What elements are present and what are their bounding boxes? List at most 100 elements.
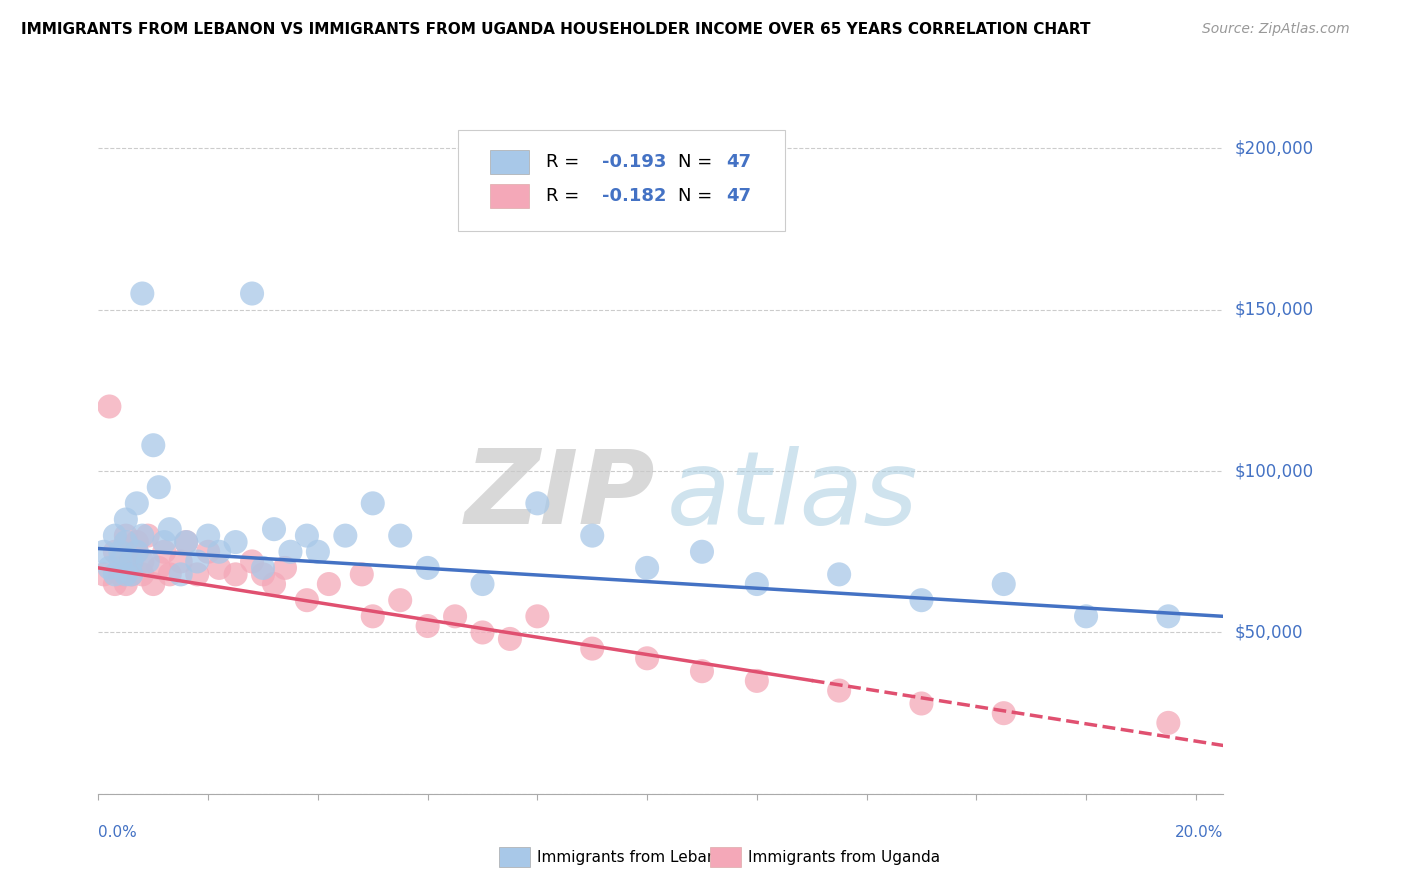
Text: 47: 47 bbox=[725, 187, 751, 205]
Point bbox=[115, 512, 138, 526]
Text: IMMIGRANTS FROM LEBANON VS IMMIGRANTS FROM UGANDA HOUSEHOLDER INCOME OVER 65 YEA: IMMIGRANTS FROM LEBANON VS IMMIGRANTS FR… bbox=[21, 22, 1091, 37]
Point bbox=[444, 609, 467, 624]
Point bbox=[361, 609, 384, 624]
Point bbox=[910, 697, 932, 711]
Text: atlas: atlas bbox=[666, 446, 918, 546]
Point bbox=[125, 496, 148, 510]
Point bbox=[125, 545, 148, 559]
Point bbox=[240, 286, 263, 301]
Point bbox=[131, 554, 153, 568]
Point bbox=[110, 561, 132, 575]
Point bbox=[416, 619, 439, 633]
Bar bbox=[489, 184, 529, 208]
Point bbox=[318, 577, 340, 591]
Point bbox=[120, 567, 142, 582]
Point bbox=[1157, 609, 1180, 624]
Point bbox=[104, 567, 127, 582]
Point bbox=[993, 706, 1015, 721]
Text: Source: ZipAtlas.com: Source: ZipAtlas.com bbox=[1202, 22, 1350, 37]
Point bbox=[136, 554, 159, 568]
Text: Immigrants from Uganda: Immigrants from Uganda bbox=[748, 850, 941, 864]
Point bbox=[690, 545, 713, 559]
Point bbox=[274, 561, 297, 575]
Point bbox=[104, 528, 127, 542]
Point bbox=[110, 554, 132, 568]
Point bbox=[142, 577, 165, 591]
Point bbox=[910, 593, 932, 607]
Point bbox=[125, 545, 148, 559]
Point bbox=[225, 567, 247, 582]
Text: R =: R = bbox=[546, 187, 585, 205]
Point bbox=[416, 561, 439, 575]
Point bbox=[197, 528, 219, 542]
Point bbox=[225, 535, 247, 549]
Point bbox=[120, 554, 142, 568]
Point bbox=[159, 567, 181, 582]
Text: R =: R = bbox=[546, 153, 585, 171]
Point bbox=[115, 577, 138, 591]
Text: $50,000: $50,000 bbox=[1234, 624, 1303, 641]
Point bbox=[295, 528, 318, 542]
Point bbox=[110, 545, 132, 559]
Point bbox=[471, 577, 494, 591]
Point bbox=[361, 496, 384, 510]
Point bbox=[581, 641, 603, 656]
Point bbox=[120, 567, 142, 582]
Point bbox=[471, 625, 494, 640]
Point bbox=[104, 545, 127, 559]
Point bbox=[153, 535, 176, 549]
Point bbox=[252, 561, 274, 575]
Point bbox=[98, 400, 121, 414]
Point bbox=[1074, 609, 1097, 624]
Point bbox=[115, 535, 138, 549]
Point bbox=[115, 528, 138, 542]
Point bbox=[1157, 715, 1180, 730]
Point bbox=[263, 522, 285, 536]
Point bbox=[93, 545, 115, 559]
Text: -0.182: -0.182 bbox=[602, 187, 666, 205]
Point bbox=[142, 438, 165, 452]
Point bbox=[148, 561, 170, 575]
Point bbox=[307, 545, 329, 559]
Point bbox=[745, 577, 768, 591]
Point bbox=[197, 545, 219, 559]
Point bbox=[208, 561, 231, 575]
Point bbox=[335, 528, 357, 542]
Point bbox=[295, 593, 318, 607]
Point bbox=[745, 673, 768, 688]
Point bbox=[125, 535, 148, 549]
Point bbox=[280, 545, 302, 559]
Text: -0.193: -0.193 bbox=[602, 153, 666, 171]
Point bbox=[93, 567, 115, 582]
Text: 47: 47 bbox=[725, 153, 751, 171]
Point bbox=[636, 561, 658, 575]
Text: 0.0%: 0.0% bbox=[98, 825, 138, 840]
Bar bbox=[489, 150, 529, 174]
Point bbox=[174, 535, 197, 549]
Point bbox=[110, 567, 132, 582]
Point bbox=[993, 577, 1015, 591]
Point bbox=[153, 545, 176, 559]
Point bbox=[828, 683, 851, 698]
Point bbox=[174, 535, 197, 549]
Point bbox=[389, 528, 412, 542]
Point bbox=[828, 567, 851, 582]
Point bbox=[98, 561, 121, 575]
Point bbox=[104, 577, 127, 591]
Point bbox=[170, 554, 193, 568]
Point bbox=[636, 651, 658, 665]
Text: ZIP: ZIP bbox=[464, 445, 655, 546]
Point bbox=[148, 480, 170, 494]
Point bbox=[208, 545, 231, 559]
Point bbox=[690, 664, 713, 678]
Point bbox=[252, 567, 274, 582]
Point bbox=[186, 567, 208, 582]
Text: $200,000: $200,000 bbox=[1234, 139, 1313, 157]
Point bbox=[350, 567, 373, 582]
Text: N =: N = bbox=[678, 187, 717, 205]
Point bbox=[526, 609, 548, 624]
Point bbox=[499, 632, 522, 646]
Point bbox=[263, 577, 285, 591]
Point bbox=[186, 554, 208, 568]
Point bbox=[581, 528, 603, 542]
